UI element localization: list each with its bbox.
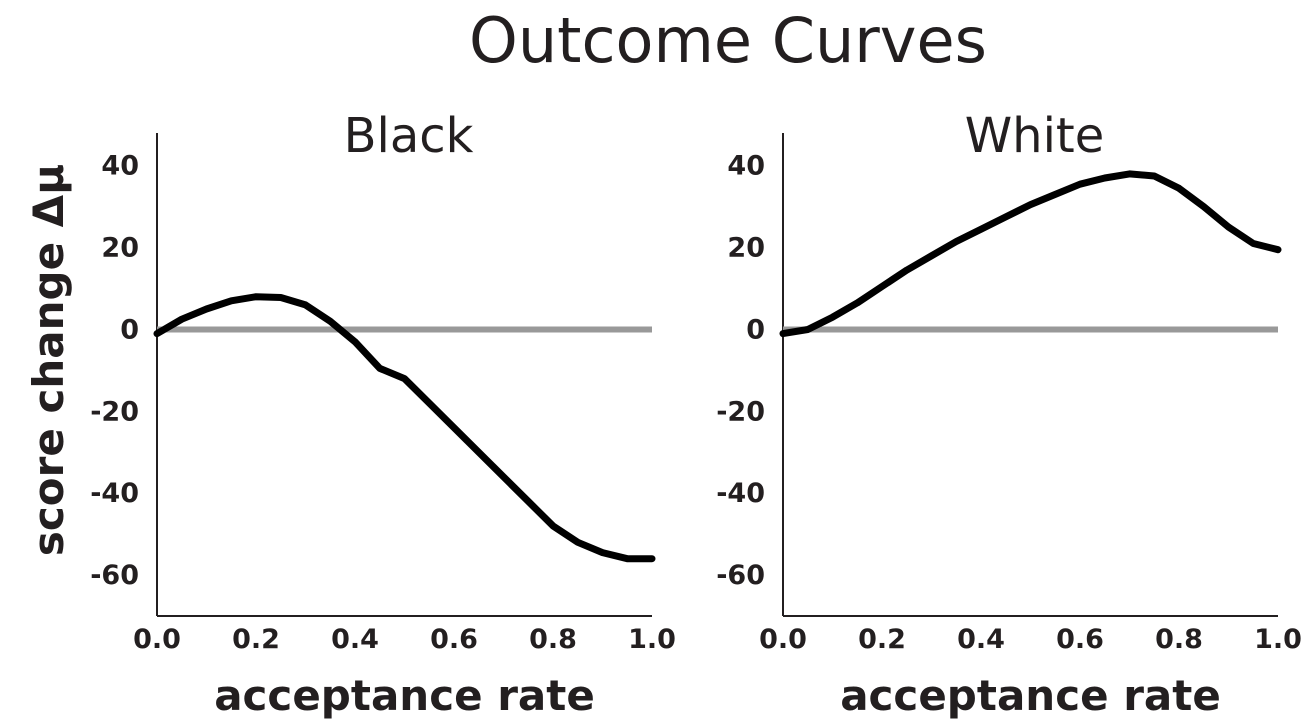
x-tick-label: 0.0	[759, 624, 807, 655]
y-tick-label: 0	[746, 314, 765, 345]
y-tick-label: -40	[716, 478, 765, 509]
y-axis-label-text: score change Δμ	[24, 164, 73, 556]
y-tick-label: 40	[727, 151, 765, 182]
y-tick-label: 0	[120, 314, 139, 345]
panel-black: Black 40 20 0 -20 -40 -60 0.0 0.2 0.4 0.6 0.8 1.0 acc…	[90, 108, 676, 720]
y-tick-label: 40	[101, 151, 139, 182]
x-axis-label: acceptance rate	[840, 671, 1221, 720]
x-tick-label: 1.0	[1254, 624, 1302, 655]
x-tick-label: 0.2	[232, 624, 280, 655]
y-tick-label: 20	[727, 233, 765, 264]
x-axis-label: acceptance rate	[214, 671, 595, 720]
y-tick-label: -20	[90, 396, 139, 427]
y-tick-label: -40	[90, 478, 139, 509]
series-line-black	[153, 293, 656, 563]
y-axis-label: score change Δμ	[24, 164, 73, 556]
y-tick-label: -60	[716, 560, 765, 591]
x-tick-label: 0.4	[331, 624, 379, 655]
x-tick-label: 0.8	[1155, 624, 1203, 655]
y-tick-label: 20	[101, 233, 139, 264]
y-tick-label: -20	[716, 396, 765, 427]
y-tick-label: -60	[90, 560, 139, 591]
x-tick-label: 0.4	[957, 624, 1005, 655]
x-tick-label: 0.0	[133, 624, 181, 655]
x-tick-label: 0.2	[858, 624, 906, 655]
figure-title: Outcome Curves	[469, 4, 987, 77]
x-tick-label: 1.0	[628, 624, 676, 655]
x-tick-label: 0.6	[430, 624, 478, 655]
panel-white: White 40 20 0 -20 -40 -60 0.0 0.2 0.4 0.6 0.8 1.0 acc…	[716, 108, 1302, 720]
series-line-white	[779, 170, 1282, 338]
x-tick-label: 0.8	[529, 624, 577, 655]
panels: Black 40 20 0 -20 -40 -60 0.0 0.2 0.4 0.6 0.8 1.0 acc…	[90, 108, 1302, 720]
panel-title-black: Black	[344, 108, 474, 164]
x-tick-label: 0.6	[1056, 624, 1104, 655]
panel-title-white: White	[965, 108, 1105, 164]
